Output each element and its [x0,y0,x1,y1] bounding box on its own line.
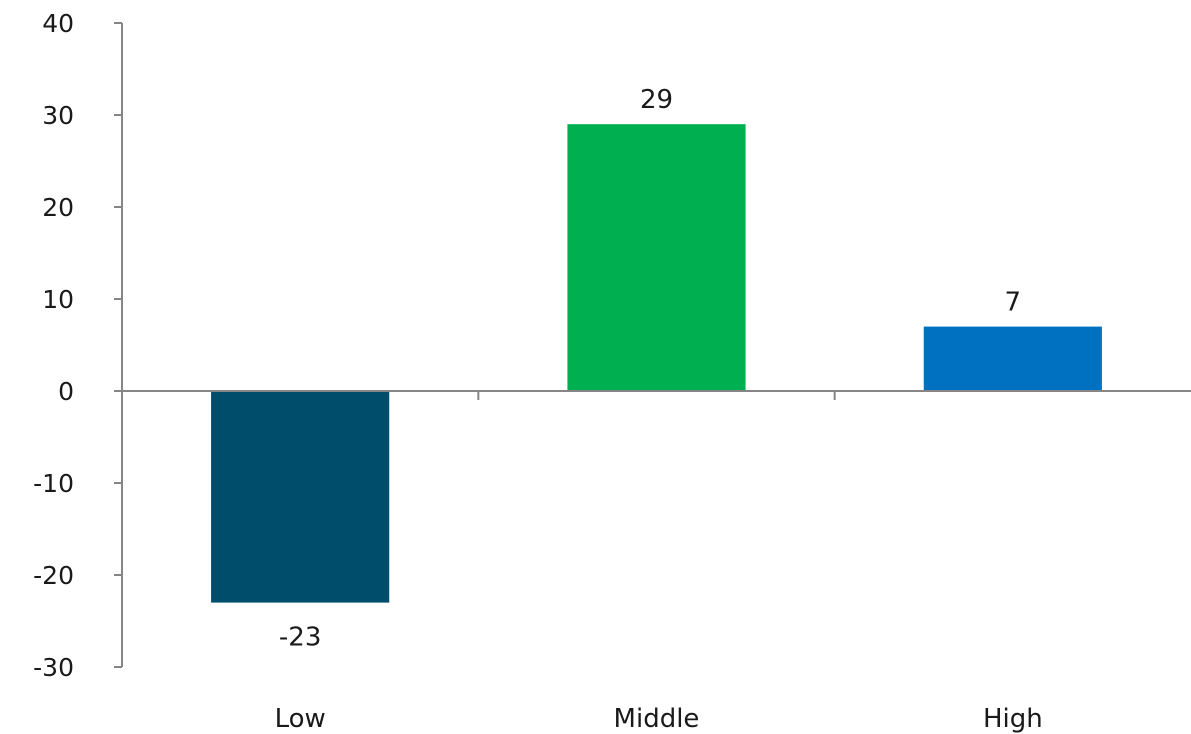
y-tick-label: 40 [42,9,74,38]
x-category-label: High [983,704,1043,734]
data-label-high: 7 [1005,288,1022,318]
y-tick-label: -10 [33,469,74,498]
y-tick-label: 20 [42,193,74,222]
bar-middle [567,124,746,391]
bars [211,124,1102,603]
y-tick-label: -20 [33,561,74,590]
y-axis: 40 30 20 10 0 -10 -20 -30 [33,9,123,682]
y-tick-label: 30 [42,101,74,130]
data-label-low: -23 [279,623,321,653]
bar-high [923,326,1102,391]
x-category-label: Middle [614,704,700,734]
data-labels: -23 29 7 [279,85,1021,652]
x-category-label: Low [275,704,326,734]
y-tick-label: 10 [42,285,74,314]
y-tick-label: 0 [58,377,74,406]
y-tick-label: -30 [33,653,74,682]
data-label-middle: 29 [640,85,673,115]
x-axis: Low Middle High [122,390,1191,734]
bar-low [211,391,390,603]
